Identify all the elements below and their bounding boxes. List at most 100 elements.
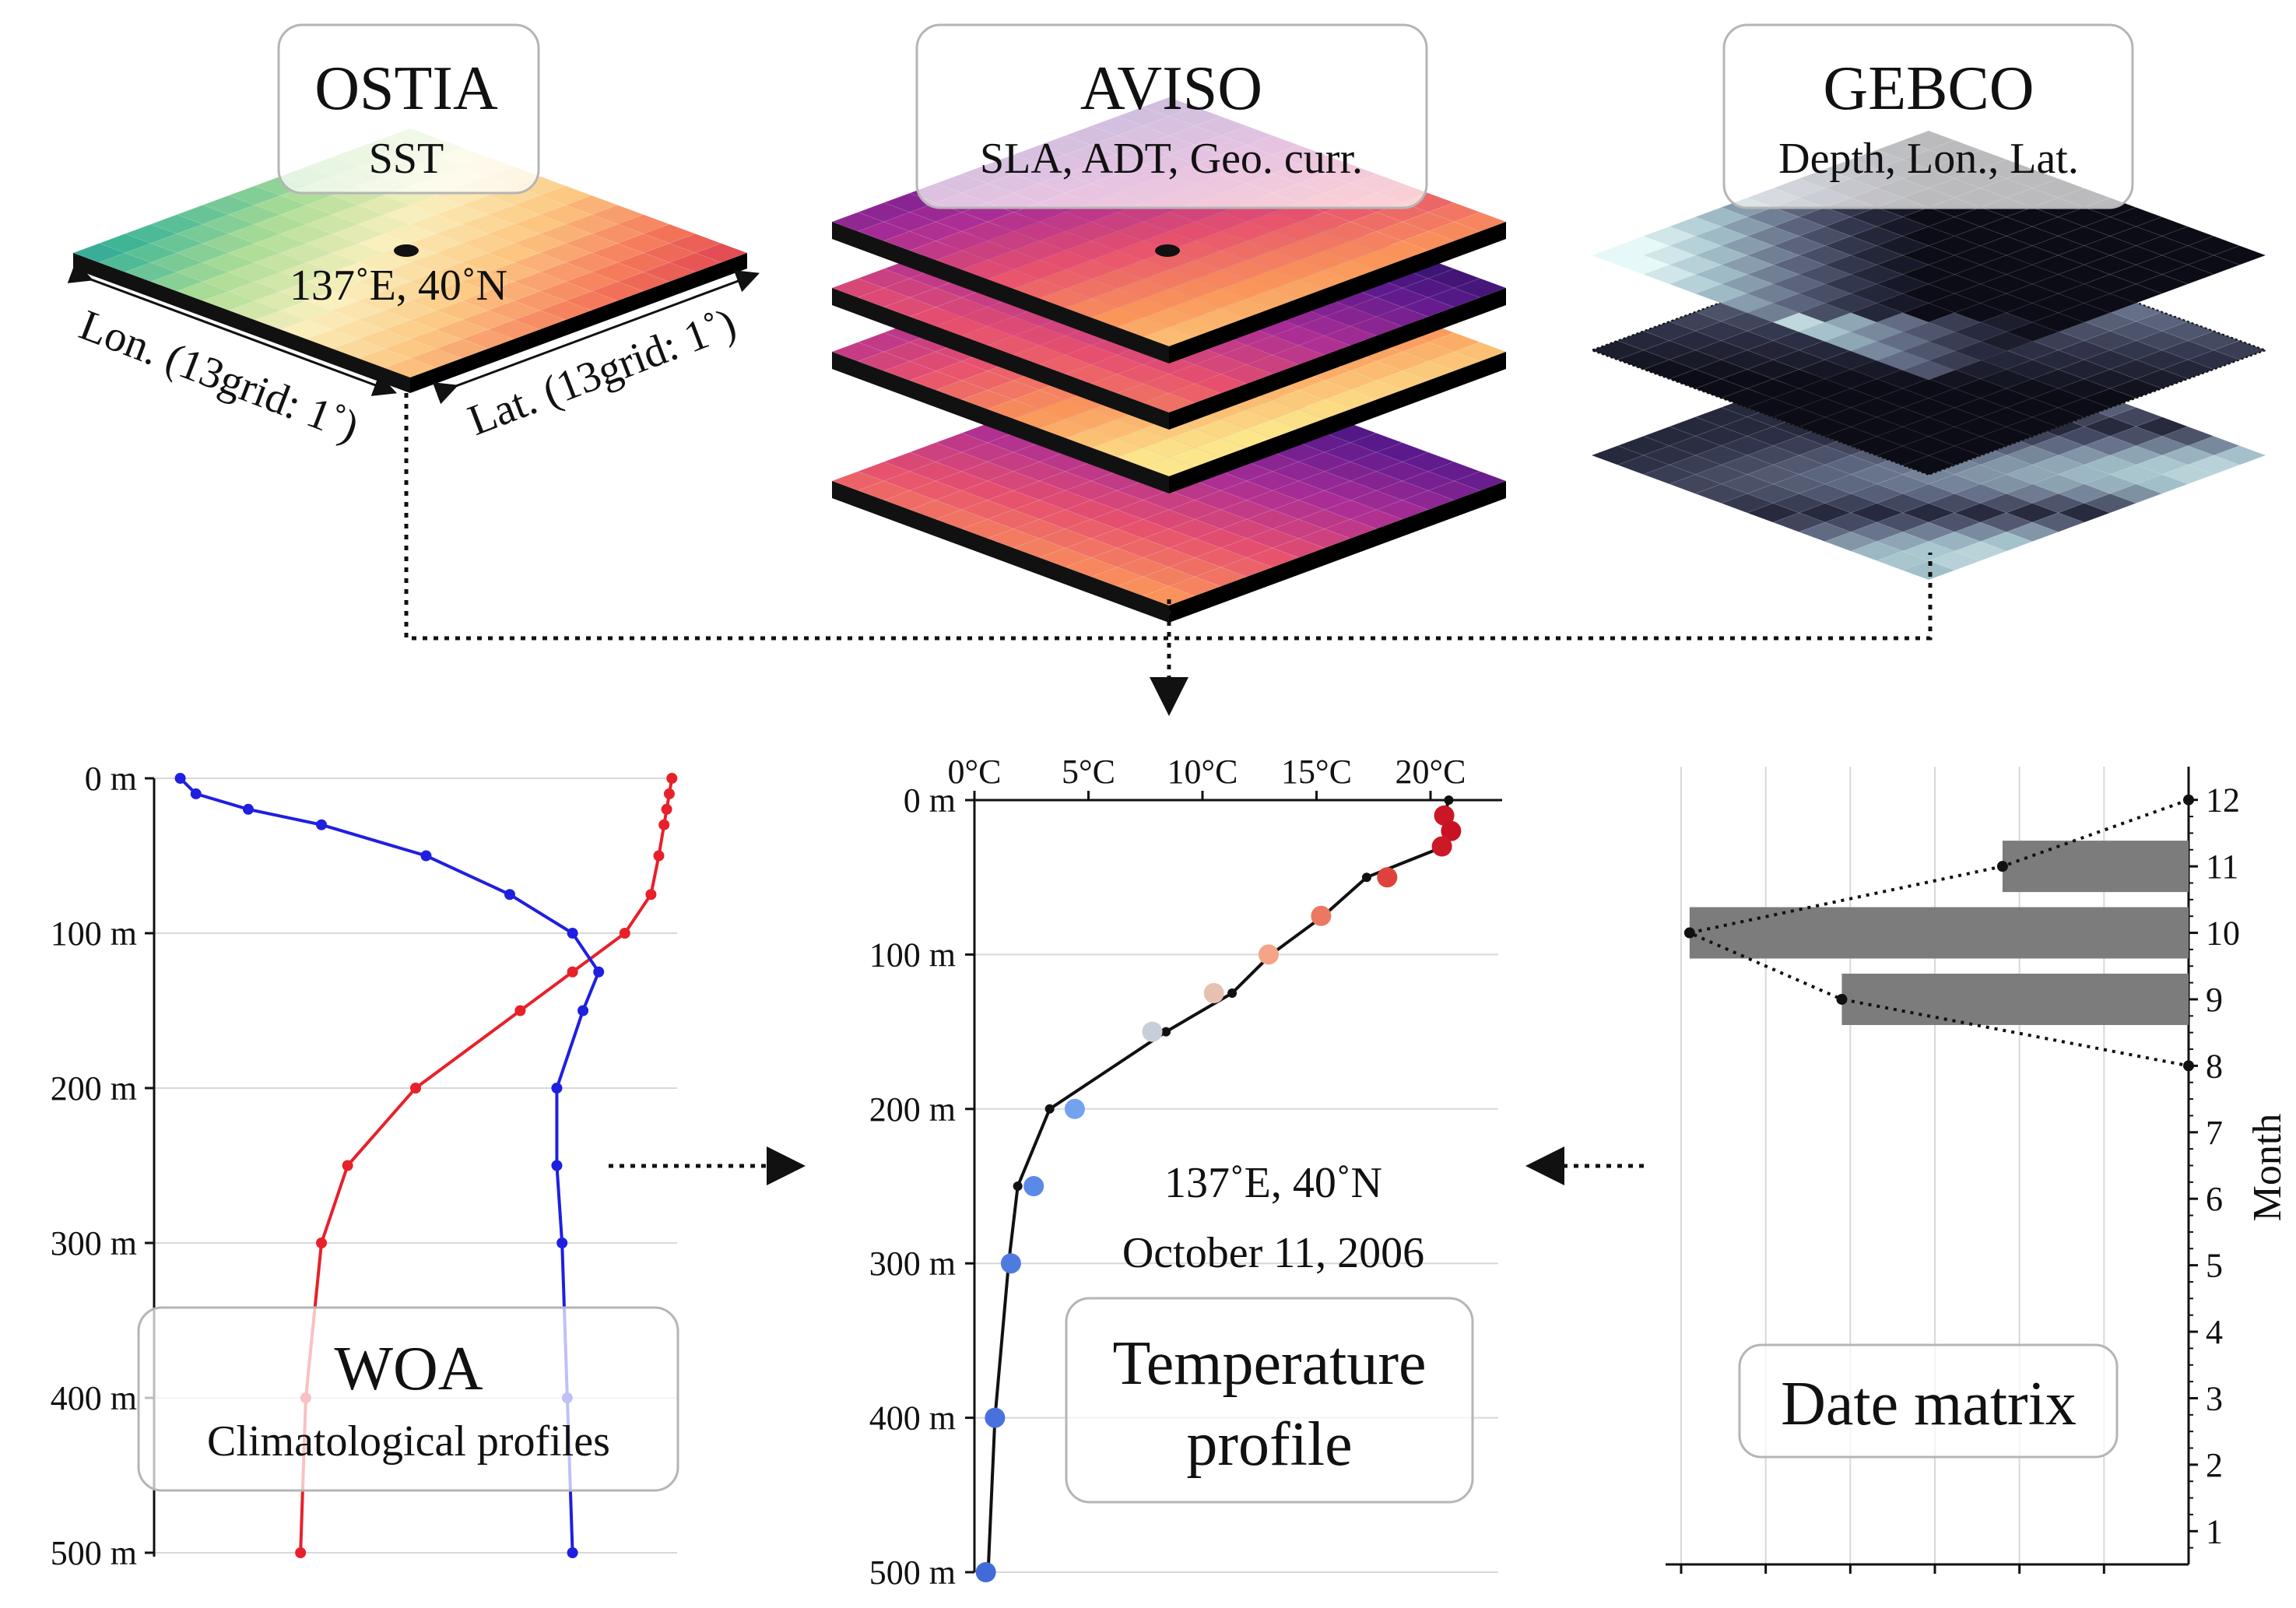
woa-label-box — [137, 1306, 679, 1492]
date-month-label: 4 — [2206, 1313, 2223, 1351]
woa-point — [663, 788, 675, 799]
profile-observation — [1000, 1253, 1021, 1274]
profile-observation — [1023, 1176, 1044, 1196]
profile-series — [975, 795, 1462, 1582]
woa-subtitle: Climatological profiles — [207, 1417, 610, 1466]
date-axis-label: Month — [2245, 1114, 2290, 1222]
ostia-vars: SST — [369, 135, 444, 183]
profile-temp-ticks: 0°C 5°C 10°C 15°C 20°C — [948, 753, 1466, 800]
woa-point — [190, 788, 202, 799]
profile-observation — [1203, 983, 1224, 1003]
date-bar-month-10 — [1689, 907, 2189, 959]
profile-temp-label: 10°C — [1167, 753, 1238, 791]
profile-temp-label: 15°C — [1281, 753, 1352, 791]
woa-point — [567, 966, 578, 978]
woa-point — [504, 889, 515, 901]
woa-tick-label: 200 m — [51, 1069, 137, 1108]
woa-point — [653, 850, 665, 862]
woa-point — [342, 1160, 353, 1171]
slab-edge-left — [832, 352, 1169, 493]
grid-cell — [1901, 455, 1956, 476]
profile-observation — [1142, 1021, 1163, 1042]
profile-temp-label: 0°C — [948, 753, 1002, 791]
profile-observation — [1064, 1098, 1085, 1119]
woa-point — [242, 803, 254, 815]
profile-depth-label: 500 m — [869, 1554, 956, 1592]
slab-edge-left — [832, 222, 1169, 363]
profile-line-point — [1361, 872, 1371, 883]
profile-depth-label: 200 m — [869, 1090, 956, 1129]
ostia-location-label: 137˚E, 40˚N — [290, 262, 507, 310]
woa-point — [316, 1238, 328, 1248]
woa-point — [551, 1160, 563, 1171]
date-line-point — [1683, 927, 1695, 939]
woa-title: WOA — [334, 1335, 483, 1403]
gebco-vars: Depth, Lon., Lat. — [1778, 135, 2079, 183]
date-month-label: 12 — [2206, 781, 2240, 820]
profile-observation — [1258, 944, 1279, 965]
gebco-panel: GEBCO Depth, Lon., Lat. — [1589, 23, 2268, 581]
ostia-location-marker — [394, 244, 419, 257]
lon-dimension-arrow — [67, 261, 398, 396]
woa-point — [316, 819, 328, 830]
profile-chart: 0°C 5°C 10°C 15°C 20°C 0 m 100 m 200 m 300 m 400… — [869, 753, 1502, 1592]
profile-label-box — [1065, 1297, 1474, 1504]
profile-observation — [1311, 905, 1332, 926]
date-line-point — [1996, 861, 2008, 872]
profile-depth-label: 100 m — [869, 936, 956, 974]
aviso-panel: AVISO SLA, ADT, Geo. curr. — [830, 23, 1508, 623]
gebco-title-box — [1722, 23, 2134, 209]
gebco-grid — [1589, 130, 2268, 581]
profile-date: October 11, 2006 — [1122, 1229, 1424, 1277]
slab-edge-right — [1169, 222, 1506, 363]
profile-observation — [975, 1562, 996, 1582]
woa-point — [295, 1547, 307, 1558]
woa-point — [567, 928, 578, 939]
date-month-label: 6 — [2206, 1180, 2223, 1218]
date-line-point — [1836, 993, 1848, 1005]
woa-tick-label: 500 m — [51, 1534, 137, 1572]
woa-point — [514, 1005, 526, 1016]
woa-depth-ticks: 0 m 100 m 200 m 300 m 400 m 500 m — [51, 760, 154, 1572]
woa-series — [174, 773, 678, 1558]
date-month-label: 1 — [2206, 1512, 2223, 1550]
connectors — [404, 393, 1933, 1185]
lat-dimension-arrow — [432, 270, 760, 405]
slab-edge-right — [1169, 481, 1506, 623]
woa-tick-label: 300 m — [51, 1224, 137, 1262]
woa-point — [661, 803, 672, 815]
profile-title-line2: profile — [1186, 1410, 1352, 1479]
aviso-title-box — [915, 23, 1428, 209]
slab-edge-left — [832, 481, 1169, 623]
profile-line-point — [1044, 1104, 1055, 1114]
profile-observation — [1377, 867, 1398, 888]
woa-point — [619, 928, 630, 939]
woa-point — [593, 966, 605, 978]
date-month-label: 3 — [2206, 1379, 2223, 1417]
date-month-label: 2 — [2206, 1446, 2223, 1484]
woa-point — [556, 1238, 568, 1248]
woa-point — [551, 1083, 563, 1094]
merge-connector — [404, 393, 1933, 641]
slab-edge-right — [1169, 288, 1506, 430]
woa-tick-label: 0 m — [85, 760, 137, 798]
date-month-label: 8 — [2206, 1047, 2223, 1085]
slab-edge-left — [832, 288, 1169, 430]
profile-observation — [1431, 836, 1452, 857]
profile-depth-label: 300 m — [869, 1245, 956, 1283]
aviso-vars: SLA, ADT, Geo. curr. — [980, 135, 1363, 183]
date-month-label: 7 — [2206, 1114, 2223, 1152]
profile-line-point — [1444, 795, 1454, 805]
woa-tick-label: 400 m — [51, 1379, 137, 1417]
date-month-label: 10 — [2206, 915, 2240, 953]
date-month-label: 5 — [2206, 1247, 2223, 1285]
grid-cell — [1901, 560, 1956, 581]
slab-edge-right — [1169, 352, 1506, 493]
profile-temp-label: 20°C — [1396, 753, 1466, 791]
woa-point — [666, 773, 678, 784]
ostia-title: OSTIA — [314, 54, 498, 123]
date-label-box — [1738, 1343, 2119, 1459]
